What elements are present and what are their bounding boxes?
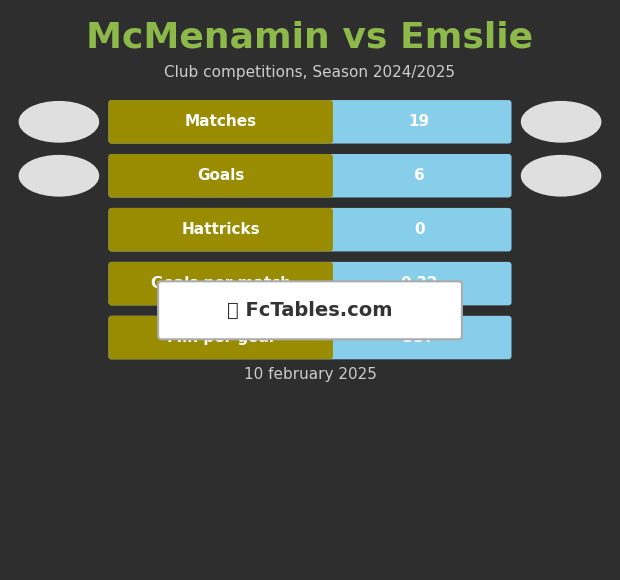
Text: 6: 6 xyxy=(414,168,425,183)
Text: Min per goal: Min per goal xyxy=(167,330,274,345)
FancyBboxPatch shape xyxy=(108,154,511,197)
Text: Matches: Matches xyxy=(185,114,257,129)
Text: McMenamin vs Emslie: McMenamin vs Emslie xyxy=(86,21,534,55)
FancyBboxPatch shape xyxy=(158,281,462,339)
Text: 0.32: 0.32 xyxy=(401,276,438,291)
Text: Hattricks: Hattricks xyxy=(182,222,260,237)
Text: 337: 337 xyxy=(403,330,435,345)
FancyBboxPatch shape xyxy=(108,316,333,359)
Text: 19: 19 xyxy=(409,114,430,129)
Ellipse shape xyxy=(19,101,99,143)
FancyBboxPatch shape xyxy=(108,262,333,305)
Ellipse shape xyxy=(19,155,99,197)
FancyBboxPatch shape xyxy=(108,262,511,305)
Ellipse shape xyxy=(521,101,601,143)
Text: 📊 FcTables.com: 📊 FcTables.com xyxy=(228,301,392,320)
FancyBboxPatch shape xyxy=(108,208,333,251)
FancyBboxPatch shape xyxy=(108,100,511,143)
Ellipse shape xyxy=(521,155,601,197)
FancyBboxPatch shape xyxy=(108,316,511,359)
FancyBboxPatch shape xyxy=(108,154,333,197)
Text: 10 february 2025: 10 february 2025 xyxy=(244,367,376,382)
Text: Club competitions, Season 2024/2025: Club competitions, Season 2024/2025 xyxy=(164,65,456,80)
Text: 0: 0 xyxy=(414,222,425,237)
FancyBboxPatch shape xyxy=(108,100,333,143)
FancyBboxPatch shape xyxy=(108,208,511,251)
Text: Goals: Goals xyxy=(197,168,244,183)
Text: Goals per match: Goals per match xyxy=(151,276,291,291)
